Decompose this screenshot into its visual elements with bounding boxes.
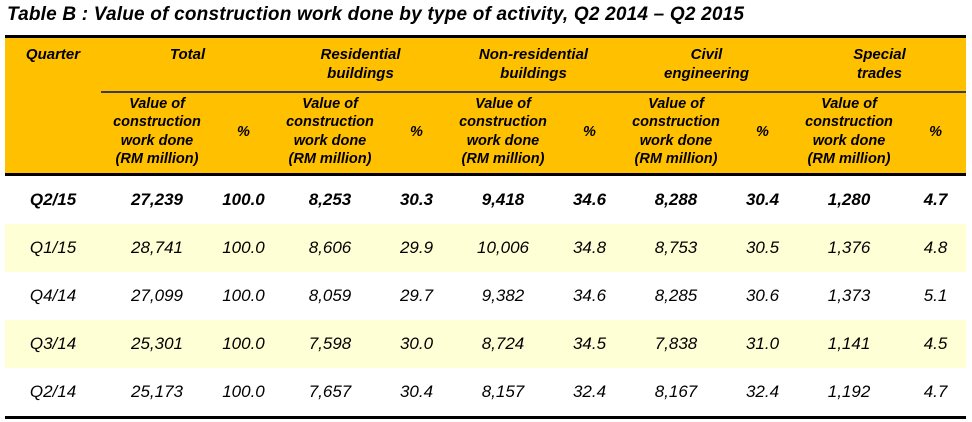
col-header-pct-total: % (213, 91, 274, 176)
col-group-total: Total (101, 36, 274, 93)
cell-value: 9,382 (481, 285, 525, 305)
cell-pct: 32.4 (745, 381, 780, 401)
group-header-row: Quarter Total Residential buildings Non-… (5, 36, 967, 176)
col-header-value-special: Value of construction work done (RM mill… (793, 91, 906, 176)
table-row-q4-14: Q4/14 27,099 100.0 8,059 29.7 9,382 34.6… (5, 272, 966, 320)
cell-value: 8,288 (654, 189, 698, 209)
col-header-pct-residential: % (386, 91, 447, 176)
cell-value: 8,253 (308, 189, 352, 209)
cell-pct: 100.0 (222, 285, 265, 305)
cell-pct: 34.6 (572, 285, 607, 305)
cell-pct: 30.0 (399, 333, 434, 353)
cell-value: 8,167 (654, 381, 698, 401)
cell-value: 8,059 (308, 285, 352, 305)
table-header: Quarter Total Residential buildings Non-… (5, 36, 967, 176)
cell-pct: 5.1 (923, 285, 948, 305)
construction-work-table: Quarter Total Residential buildings Non-… (5, 34, 967, 419)
cell-value: 25,301 (131, 333, 183, 353)
cell-pct: 30.5 (745, 237, 780, 257)
cell-pct: 34.5 (572, 333, 607, 353)
col-header-value-civil: Value of construction work done (RM mill… (620, 91, 732, 176)
table-body: Q2/15 27,239 100.0 8,253 30.3 9,418 34.6… (5, 174, 967, 418)
col-header-pct-civil: % (732, 91, 794, 176)
col-group-non-residential-buildings: Non-residential buildings (447, 36, 620, 93)
col-group-civil-engineering: Civil engineering (620, 36, 794, 93)
cell-value: 8,157 (481, 381, 525, 401)
col-header-pct-special: % (905, 91, 967, 176)
cell-pct: 4.7 (923, 381, 948, 401)
cell-pct: 34.6 (572, 189, 607, 209)
cell-pct: 29.9 (399, 237, 434, 257)
cell-pct: 31.0 (745, 333, 780, 353)
cell-quarter: Q2/15 (29, 189, 77, 209)
table-row-q3-14: Q3/14 25,301 100.0 7,598 30.0 8,724 34.5… (5, 319, 967, 368)
cell-quarter: Q2/14 (29, 381, 77, 401)
cell-quarter: Q1/15 (29, 237, 77, 257)
col-header-quarter: Quarter (5, 36, 101, 176)
cell-pct: 100.0 (222, 333, 265, 353)
cell-value: 27,099 (131, 285, 183, 305)
cell-quarter: Q4/14 (29, 285, 77, 305)
cell-value: 7,657 (308, 381, 352, 401)
cell-pct: 30.6 (745, 285, 780, 305)
page-title: Table B : Value of construction work don… (7, 4, 745, 25)
cell-value: 10,006 (477, 237, 529, 257)
cell-value: 1,141 (827, 333, 871, 353)
col-group-residential-buildings: Residential buildings (274, 36, 447, 93)
cell-pct: 30.4 (399, 381, 434, 401)
cell-pct: 4.8 (923, 237, 948, 257)
sub-header-row: Value of construction work done (RM mill… (5, 91, 967, 176)
cell-value: 1,280 (827, 189, 871, 209)
cell-quarter: Q3/14 (29, 333, 77, 353)
cell-value: 8,285 (654, 285, 698, 305)
cell-pct: 30.3 (399, 189, 434, 209)
table-row-q2-14: Q2/14 25,173 100.0 7,657 30.4 8,157 32.4… (5, 368, 966, 418)
cell-value: 8,724 (481, 333, 525, 353)
col-group-special-trades: Special trades (793, 36, 967, 93)
cell-value: 8,606 (308, 237, 352, 257)
cell-pct: 4.5 (923, 333, 948, 353)
cell-pct: 4.7 (923, 189, 948, 209)
cell-pct: 100.0 (222, 381, 265, 401)
col-header-pct-non-residential: % (559, 91, 620, 176)
cell-pct: 32.4 (572, 381, 607, 401)
cell-pct: 34.8 (572, 237, 607, 257)
cell-pct: 100.0 (222, 189, 265, 209)
table-row-q2-15: Q2/15 27,239 100.0 8,253 30.3 9,418 34.6… (5, 174, 966, 224)
cell-pct: 100.0 (222, 237, 265, 257)
cell-pct: 30.4 (745, 189, 780, 209)
cell-value: 28,741 (131, 237, 183, 257)
cell-value: 1,373 (827, 285, 871, 305)
col-header-value-non-residential: Value of construction work done (RM mill… (447, 91, 559, 176)
cell-value: 25,173 (131, 381, 183, 401)
cell-value: 8,753 (654, 237, 698, 257)
col-header-value-total: Value of construction work done (RM mill… (101, 91, 213, 176)
table-row-q1-15: Q1/15 28,741 100.0 8,606 29.9 10,006 34.… (5, 223, 967, 272)
cell-value: 1,376 (827, 237, 871, 257)
cell-value: 7,838 (654, 333, 698, 353)
col-header-value-residential: Value of construction work done (RM mill… (274, 91, 386, 176)
cell-value: 1,192 (827, 381, 871, 401)
cell-value: 27,239 (131, 189, 183, 209)
cell-value: 7,598 (308, 333, 352, 353)
cell-value: 9,418 (481, 189, 525, 209)
cell-pct: 29.7 (399, 285, 434, 305)
